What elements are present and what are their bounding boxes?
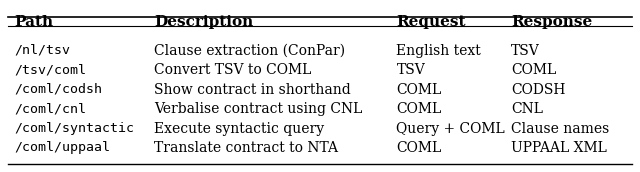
Text: Response: Response (511, 15, 593, 29)
Text: COML: COML (396, 83, 442, 97)
Text: COML: COML (396, 102, 442, 116)
Text: TSV: TSV (511, 44, 540, 58)
Text: /coml/uppaal: /coml/uppaal (14, 141, 110, 154)
Text: CODSH: CODSH (511, 83, 566, 97)
Text: CNL: CNL (511, 102, 543, 116)
Text: /tsv/coml: /tsv/coml (14, 63, 86, 76)
Text: /coml/cnl: /coml/cnl (14, 102, 86, 115)
Text: /coml/syntactic: /coml/syntactic (14, 122, 134, 135)
Text: Description: Description (154, 15, 253, 29)
Text: TSV: TSV (396, 63, 425, 77)
Text: Show contract in shorthand: Show contract in shorthand (154, 83, 351, 97)
Text: Query + COML: Query + COML (396, 122, 505, 136)
Text: Convert TSV to COML: Convert TSV to COML (154, 63, 312, 77)
Text: Verbalise contract using CNL: Verbalise contract using CNL (154, 102, 363, 116)
Text: UPPAAL XML: UPPAAL XML (511, 141, 607, 155)
Text: English text: English text (396, 44, 481, 58)
Text: Clause extraction (ConPar): Clause extraction (ConPar) (154, 44, 346, 58)
Text: COML: COML (396, 141, 442, 155)
Text: /coml/codsh: /coml/codsh (14, 83, 102, 96)
Text: Execute syntactic query: Execute syntactic query (154, 122, 324, 136)
Text: COML: COML (511, 63, 556, 77)
Text: Clause names: Clause names (511, 122, 609, 136)
Text: /nl/tsv: /nl/tsv (14, 44, 70, 57)
Text: Request: Request (396, 15, 466, 29)
Text: Path: Path (14, 15, 53, 29)
Text: Translate contract to NTA: Translate contract to NTA (154, 141, 339, 155)
